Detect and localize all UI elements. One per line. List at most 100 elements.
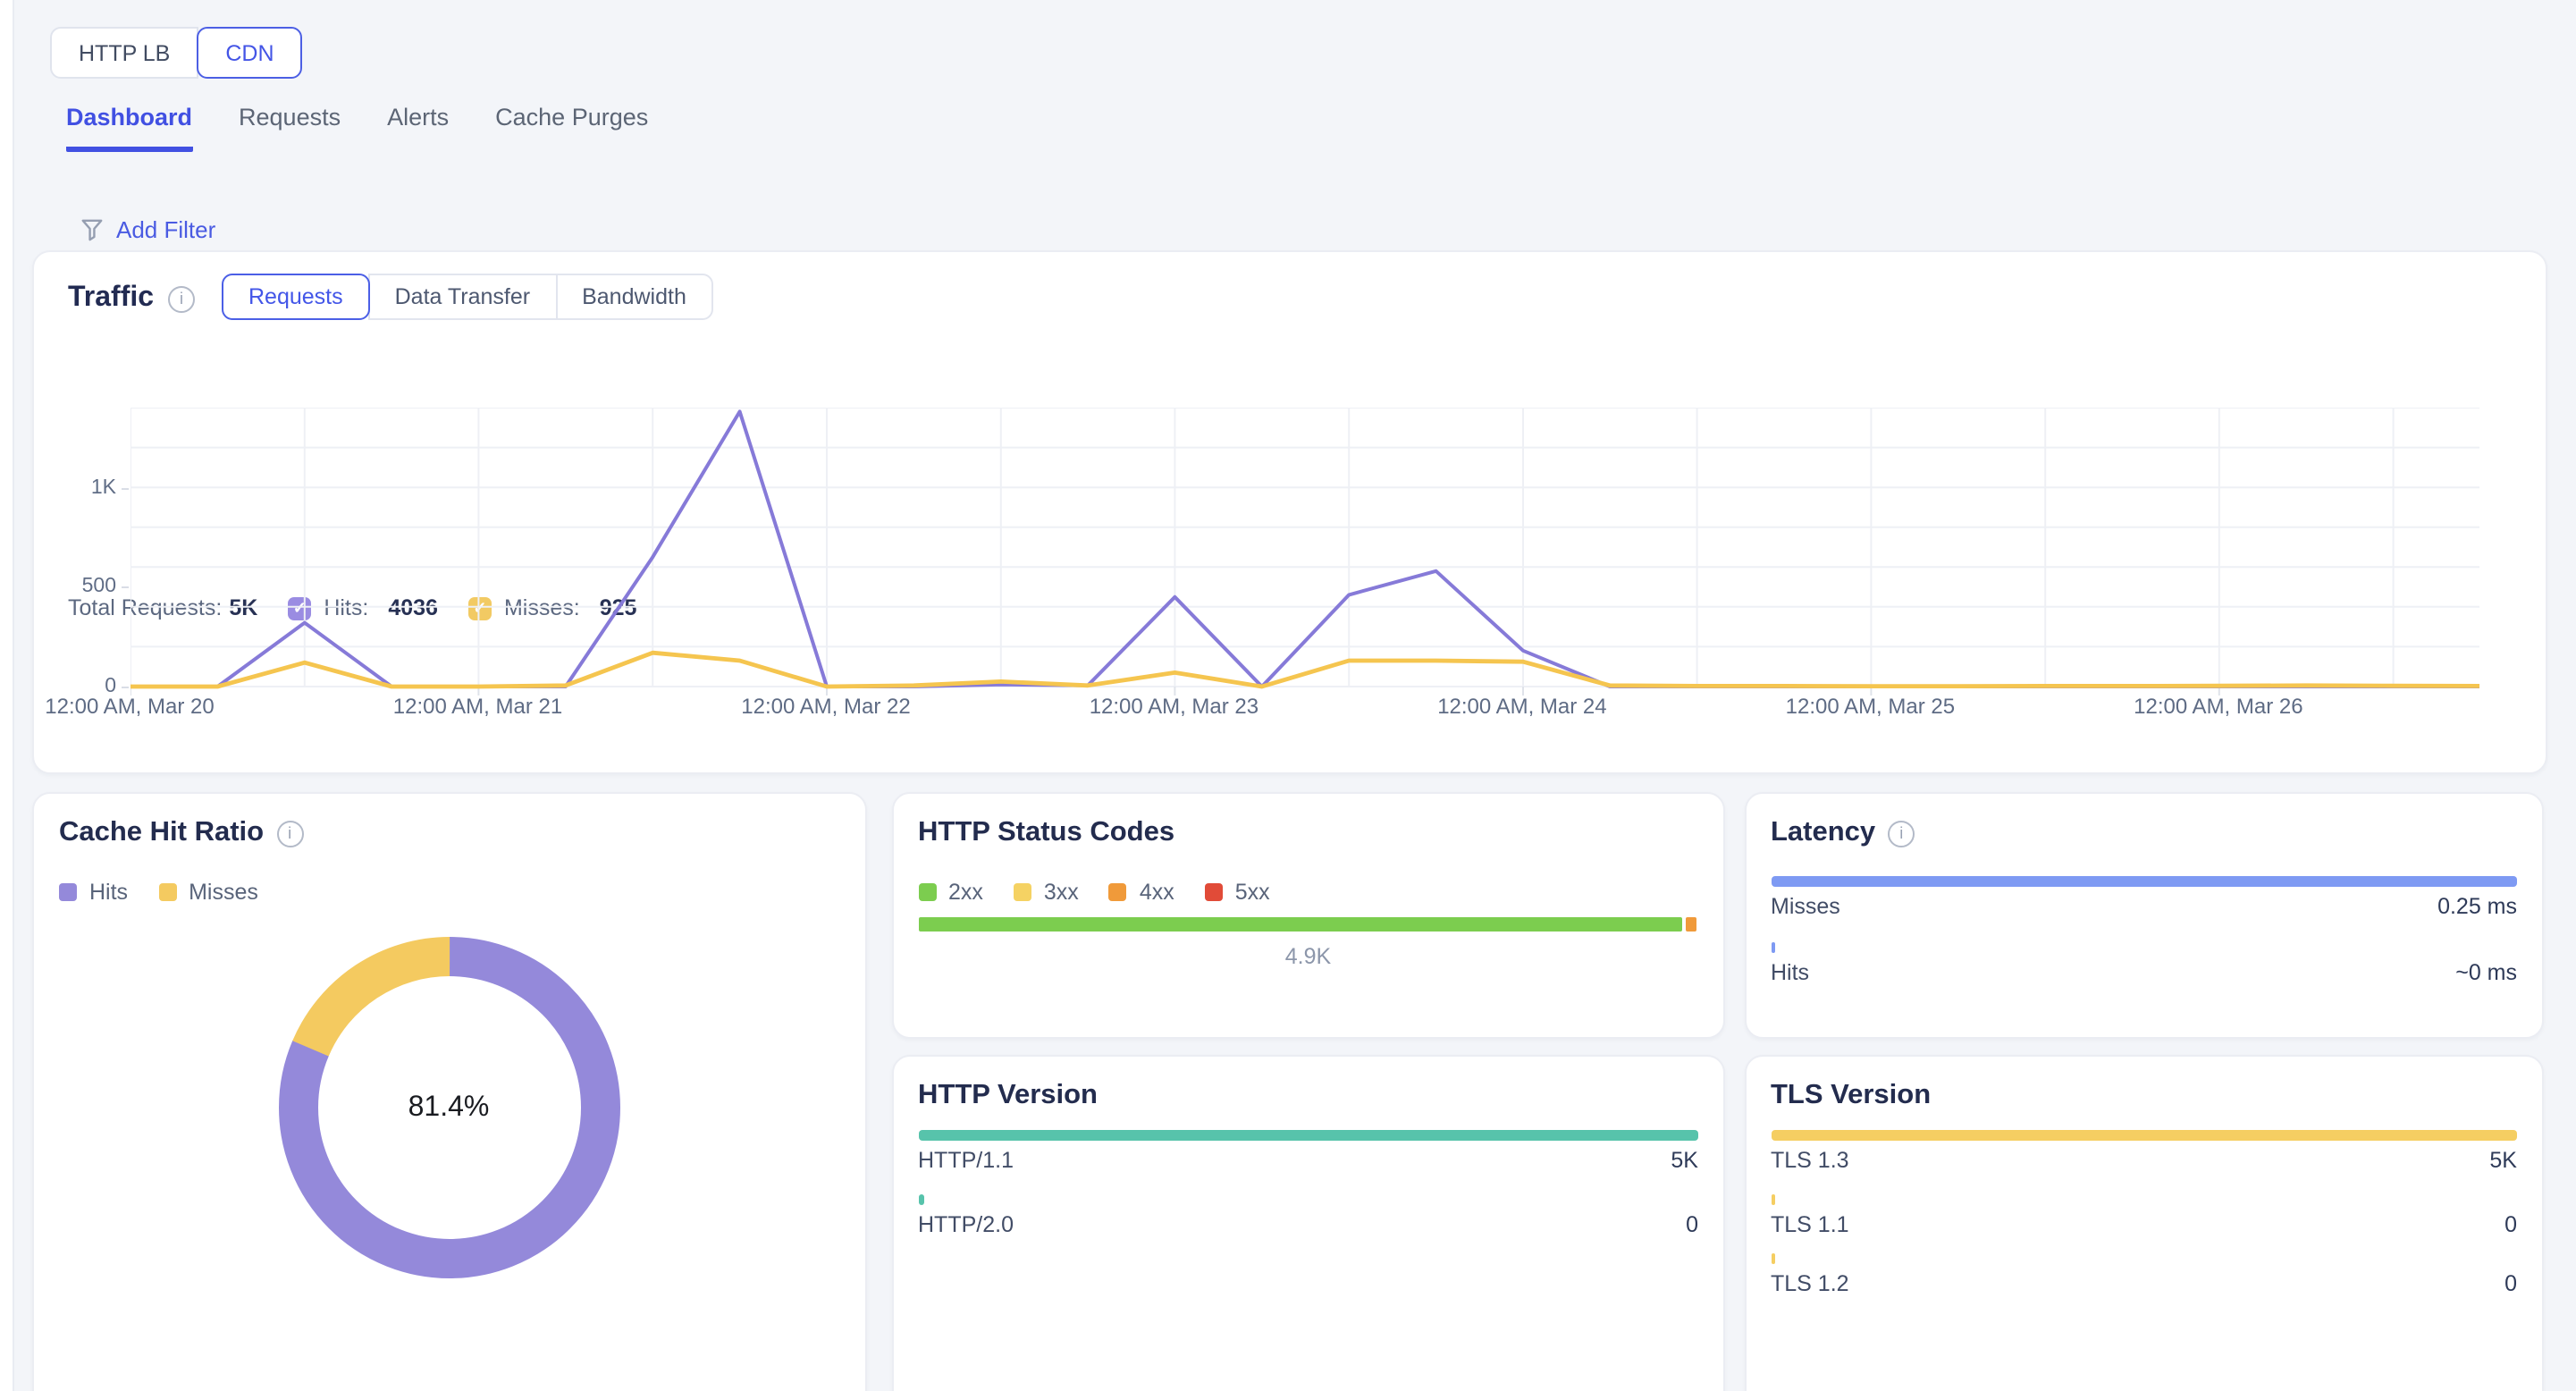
tls11-bar[interactable] — [1771, 1193, 2517, 1204]
add-filter-button[interactable]: Add Filter — [80, 216, 215, 243]
hits-checkbox-group[interactable]: ✓ Hits: 4036 — [288, 595, 438, 620]
traffic-card: Traffic i Requests Data Transfer Bandwid… — [32, 250, 2547, 774]
http-status-codes-title: HTTP Status Codes — [918, 817, 1175, 847]
x-axis-tick: 12:00 AM, Mar 26 — [2134, 694, 2303, 719]
donut-center-value: 81.4% — [408, 1092, 490, 1122]
bar-fill — [1771, 1252, 1776, 1263]
traffic-stats-row: Total Requests: 5K ✓ Hits: 4036 ✓ Misses: 9… — [68, 595, 636, 620]
legend-label: 2xx — [948, 880, 983, 905]
tls11-row: TLS 1.1 0 — [1771, 1211, 2517, 1236]
total-requests-value: 5K — [229, 595, 258, 620]
row-value: 5K — [2489, 1148, 2517, 1173]
x-axis-tick: 12:00 AM, Mar 20 — [45, 694, 215, 719]
2xx-bar-segment — [918, 917, 1682, 931]
toggle-http-lb[interactable]: HTTP LB — [50, 27, 199, 79]
y-axis-tick-500: 500 — [81, 576, 116, 598]
latency-card: Latency i Misses 0.25 ms Hits ~0 ms — [1744, 792, 2544, 1038]
legend-item-5xx[interactable]: 5xx — [1204, 880, 1270, 905]
legend-label: Misses — [189, 880, 258, 905]
y-tick-mark — [122, 487, 129, 490]
bar-fill — [1771, 941, 1776, 952]
legend-label: 3xx — [1043, 880, 1079, 905]
legend-item-4xx[interactable]: 4xx — [1108, 880, 1174, 905]
http20-bar[interactable] — [918, 1193, 1698, 1204]
y-axis-tick-1k: 1K — [90, 476, 116, 499]
hits-label: Hits: — [324, 595, 369, 620]
info-icon[interactable]: i — [168, 285, 196, 312]
2xx-swatch — [918, 883, 936, 901]
tls-version-card: TLS Version TLS 1.3 5K TLS 1.1 0 TLS 1.2… — [1744, 1055, 2544, 1391]
x-axis-tick: 12:00 AM, Mar 22 — [741, 694, 911, 719]
y-axis-tick-0: 0 — [105, 676, 116, 697]
3xx-swatch — [1013, 883, 1031, 901]
http11-bar[interactable] — [918, 1130, 1698, 1141]
legend-label: 4xx — [1139, 880, 1174, 905]
x-axis-tick: 12:00 AM, Mar 24 — [1437, 694, 1607, 719]
legend-item-hits[interactable]: Hits — [59, 880, 128, 905]
x-axis-tick: 12:00 AM, Mar 23 — [1089, 694, 1259, 719]
bar-fill — [1771, 1193, 1776, 1204]
bar-fill — [1771, 1130, 2517, 1141]
row-value: 0 — [2504, 1211, 2517, 1236]
y-tick-mark — [122, 586, 129, 589]
legend-item-misses[interactable]: Misses — [158, 880, 258, 905]
info-icon[interactable]: i — [1888, 820, 1915, 847]
row-label: TLS 1.1 — [1771, 1211, 1849, 1236]
tab-alerts[interactable]: Alerts — [387, 104, 449, 152]
toggle-cdn[interactable]: CDN — [197, 27, 303, 79]
tls-version-title: TLS Version — [1771, 1080, 1932, 1110]
x-axis-tick: 12:00 AM, Mar 25 — [1785, 694, 1956, 719]
hits-swatch — [59, 883, 77, 901]
x-axis-tick: 12:00 AM, Mar 21 — [392, 694, 563, 719]
tab-cache-purges[interactable]: Cache Purges — [495, 104, 648, 152]
row-value: 0.25 ms — [2437, 894, 2517, 919]
legend-item-2xx[interactable]: 2xx — [918, 880, 983, 905]
traffic-chart-svg — [129, 407, 2480, 696]
tab-requests[interactable]: Requests — [239, 104, 341, 152]
add-filter-label: Add Filter — [116, 216, 216, 243]
x-axis-labels: 12:00 AM, Mar 20 12:00 AM, Mar 21 12:00 … — [45, 694, 2479, 719]
tab-dashboard[interactable]: Dashboard — [66, 104, 193, 152]
filter-funnel-icon — [81, 219, 103, 241]
bar-fill — [918, 1193, 924, 1204]
nav-tabs: Dashboard Requests Alerts Cache Purges — [66, 104, 648, 152]
row-value: 5K — [1671, 1148, 1698, 1173]
row-label: Misses — [1771, 894, 1840, 919]
latency-hits-bar[interactable] — [1771, 941, 2517, 952]
traffic-tab-bandwidth[interactable]: Bandwidth — [555, 274, 713, 320]
tls13-row: TLS 1.3 5K — [1771, 1148, 2517, 1173]
bar-fill — [918, 1130, 1698, 1141]
traffic-tab-requests[interactable]: Requests — [222, 274, 370, 320]
http-version-card: HTTP Version HTTP/1.1 5K HTTP/2.0 0 — [891, 1055, 1725, 1391]
status-codes-total: 4.9K — [1284, 944, 1332, 969]
latency-misses-row: Misses 0.25 ms — [1771, 894, 2517, 919]
row-label: HTTP/2.0 — [918, 1211, 1014, 1236]
cache-legend: Hits Misses — [59, 880, 258, 905]
cache-hit-ratio-card: Cache Hit Ratio i Hits Misses 81.4% — [32, 792, 866, 1391]
cache-hit-ratio-title: Cache Hit Ratio — [59, 817, 265, 847]
cache-hit-ratio-donut[interactable]: 81.4% — [278, 937, 619, 1278]
latency-misses-bar[interactable] — [1771, 876, 2517, 887]
row-label: HTTP/1.1 — [918, 1148, 1014, 1173]
tls12-row: TLS 1.2 0 — [1771, 1270, 2517, 1295]
4xx-swatch — [1108, 883, 1127, 901]
5xx-swatch — [1204, 883, 1223, 901]
traffic-card-title: Traffic — [68, 282, 155, 313]
legend-label: Hits — [89, 880, 129, 905]
legend-item-3xx[interactable]: 3xx — [1013, 880, 1079, 905]
latency-title: Latency — [1771, 817, 1876, 847]
lb-cdn-toggle: HTTP LB CDN — [50, 27, 303, 79]
tls13-bar[interactable] — [1771, 1130, 2517, 1141]
hits-value: 4036 — [388, 595, 438, 620]
info-icon[interactable]: i — [276, 820, 304, 847]
http20-row: HTTP/2.0 0 — [918, 1211, 1698, 1236]
traffic-tab-data-transfer[interactable]: Data Transfer — [367, 274, 558, 320]
traffic-line-chart[interactable] — [129, 407, 2480, 697]
misses-swatch — [158, 883, 177, 901]
misses-checkbox-group[interactable]: ✓ Misses: 925 — [467, 595, 636, 620]
tls12-bar[interactable] — [1771, 1252, 2517, 1263]
misses-checkbox[interactable]: ✓ — [467, 596, 492, 620]
total-requests-stat: Total Requests: 5K — [68, 595, 257, 620]
status-codes-stacked-bar[interactable] — [918, 917, 1698, 931]
left-rail — [0, 0, 14, 1391]
